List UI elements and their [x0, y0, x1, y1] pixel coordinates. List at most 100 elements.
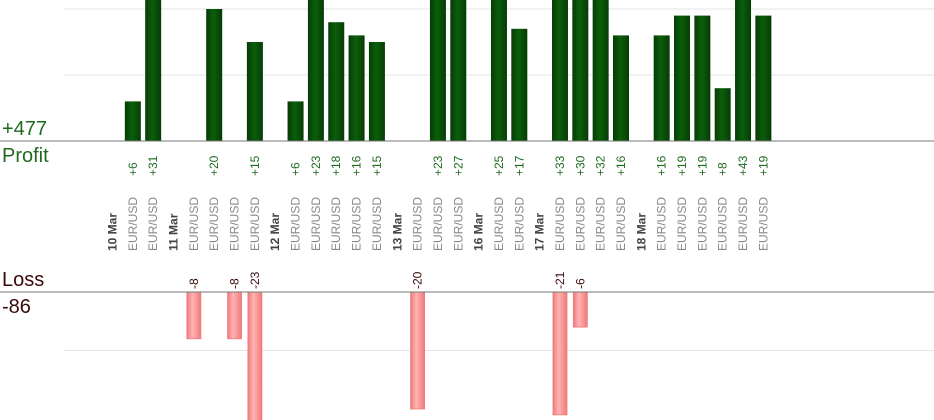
pair-label: EUR/USD [146, 197, 160, 251]
pair-label: EUR/USD [614, 197, 628, 251]
profit-value-labels: +6 +31 +20 +15 +6 +23 +18 +16 +15 +23 +27 +25 +17 +33… [126, 155, 771, 176]
pair-label: EUR/USD [695, 197, 709, 251]
profit-bar [450, 0, 467, 141]
pair-label: EUR/USD [126, 197, 140, 251]
profit-bars [124, 0, 772, 142]
date-label: 16 Mar [472, 213, 486, 251]
profit-value-label: +27 [451, 155, 465, 176]
pair-label: EUR/USD [350, 197, 364, 251]
pair-label: EUR/USD [451, 197, 465, 251]
profit-bar [735, 0, 752, 141]
profit-value-label: +6 [289, 162, 303, 176]
profit-value-label: +33 [553, 155, 567, 176]
profit-bar [368, 42, 385, 141]
profit-value-label: +19 [756, 155, 770, 176]
date-label: 17 Mar [533, 213, 547, 251]
profit-total: +477 [2, 118, 48, 140]
pair-label: EUR/USD [228, 197, 242, 251]
profit-bar [145, 0, 162, 142]
pair-label: EUR/USD [248, 197, 262, 251]
profit-bar [307, 0, 324, 142]
loss-total: -86 [2, 296, 31, 318]
pair-label: EUR/USD [655, 197, 669, 251]
date-label: 10 Mar [106, 213, 120, 251]
loss-value-label: -6 [573, 278, 587, 289]
loss-label: Loss [2, 269, 45, 291]
date-label: 13 Mar [390, 213, 404, 251]
loss-bar [410, 291, 426, 410]
profit-value-label: +6 [126, 162, 140, 176]
profit-value-label: +19 [695, 155, 709, 176]
profit-value-label: +23 [309, 155, 323, 176]
pair-label: EUR/USD [207, 197, 221, 251]
profit-value-label: +16 [614, 155, 628, 176]
profit-value-label: +17 [512, 155, 526, 176]
pair-label: EUR/USD [370, 197, 384, 251]
loss-bars [186, 291, 588, 420]
profit-value-label: +32 [594, 155, 608, 176]
date-label: 11 Mar [167, 213, 181, 251]
profit-value-label: +8 [716, 162, 730, 176]
profit-bar [511, 28, 528, 141]
pair-label: EUR/USD [411, 197, 425, 251]
pair-label: EUR/USD [716, 197, 730, 251]
profit-bar [572, 0, 589, 141]
profit-value-label: +16 [655, 155, 669, 176]
profit-bar [714, 88, 731, 141]
pair-label: EUR/USD [594, 197, 608, 251]
pair-label: EUR/USD [573, 197, 587, 251]
pair-label: EUR/USD [329, 197, 343, 251]
profit-bar [755, 15, 772, 142]
loss-bar [186, 291, 202, 340]
loss-bar [247, 291, 263, 420]
category-labels: 10 Mar EUR/USD EUR/USD 11 Mar EUR/USD EUR/USD… [106, 197, 771, 251]
profit-value-label: +30 [573, 155, 587, 176]
loss-value-label: -8 [228, 278, 242, 289]
profit-bar [592, 0, 609, 141]
pair-label: EUR/USD [492, 197, 506, 251]
pair-label: EUR/USD [553, 197, 567, 251]
profit-label: Profit [2, 145, 49, 167]
pair-label: EUR/USD [187, 197, 201, 251]
profit-value-label: +18 [329, 155, 343, 176]
profit-bar [429, 0, 446, 142]
loss-value-label: -23 [248, 271, 262, 289]
pair-label: EUR/USD [736, 197, 750, 251]
profit-value-label: +19 [675, 155, 689, 176]
profit-bar [694, 15, 711, 142]
loss-value-label: -20 [411, 271, 425, 289]
loss-value-labels: -8 -8 -23 -20 -21 -6 [187, 271, 587, 289]
profit-bar [348, 35, 365, 141]
loss-bar [227, 291, 242, 340]
loss-bar [552, 291, 568, 416]
pair-label: EUR/USD [431, 197, 445, 251]
profit-bar [124, 101, 141, 141]
profit-bar [287, 101, 304, 141]
profit-bar [206, 9, 223, 141]
pair-label: EUR/USD [756, 197, 770, 251]
profit-value-label: +20 [207, 155, 221, 176]
loss-value-label: -21 [553, 271, 567, 289]
pair-label: EUR/USD [675, 197, 689, 251]
pair-label: EUR/USD [289, 197, 303, 251]
pair-label: EUR/USD [512, 197, 526, 251]
date-label: 18 Mar [634, 213, 648, 251]
pair-label: EUR/USD [309, 197, 323, 251]
loss-bar [572, 291, 588, 328]
profit-bar [653, 35, 670, 141]
profit-bar [613, 35, 629, 141]
profit-value-label: +23 [431, 155, 445, 176]
profit-value-label: +25 [492, 155, 506, 176]
loss-value-label: -8 [187, 278, 201, 289]
profit-bar [490, 0, 507, 141]
profit-bar [246, 42, 263, 141]
profit-value-label: +16 [350, 155, 364, 176]
profit-bar [328, 22, 345, 142]
profit-value-label: +43 [736, 155, 750, 176]
profit-bar [674, 15, 691, 142]
profit-value-label: +15 [370, 155, 384, 176]
profit-bar [551, 0, 568, 141]
profit-value-label: +31 [146, 155, 160, 176]
profit-value-label: +15 [248, 155, 262, 176]
